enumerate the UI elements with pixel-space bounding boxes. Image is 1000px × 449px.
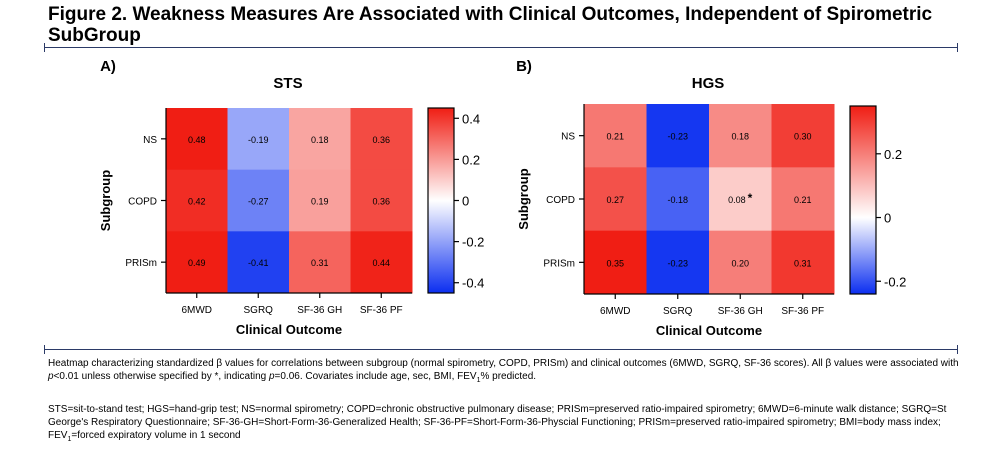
caption-text: =forced expiratory volume in 1 second [71, 430, 241, 441]
y-tick-label: COPD [128, 197, 157, 208]
y-tick-label: COPD [546, 195, 575, 206]
heatmap-cell [771, 230, 835, 295]
cell-value-label: 0.20 [731, 258, 749, 268]
cell-value-label: 0.49 [188, 258, 206, 268]
x-tick-label: SGRQ [663, 306, 693, 317]
cell-value-label: -0.27 [248, 197, 269, 207]
panel-label: A) [100, 58, 116, 75]
cell-value-label: -0.18 [667, 195, 688, 205]
heatmap-cell [166, 231, 228, 294]
heatmap-cell [350, 231, 413, 294]
cell-value-label: -0.41 [248, 258, 269, 268]
cell-value-label: 0.19 [311, 197, 329, 207]
caption-italic: p [48, 371, 54, 382]
y-tick-label: PRISm [543, 258, 575, 269]
chart-title: STS [273, 75, 302, 92]
cell-value-label: 0.27 [606, 195, 624, 205]
figure-title: Figure 2. Weakness Measures Are Associat… [48, 4, 933, 46]
colorbar-tick-label: 0.2 [884, 147, 902, 162]
colorbar-tick-label: -0.4 [462, 276, 484, 291]
x-tick-label: SF-36 GH [297, 305, 342, 316]
cell-value-label: 0.44 [372, 258, 390, 268]
x-axis-title: Clinical Outcome [236, 322, 342, 337]
chart-title: HGS [692, 75, 725, 92]
heatmap-cell [227, 108, 290, 171]
heatmap-cell [289, 108, 351, 171]
cell-value-label: 0.31 [311, 258, 329, 268]
heatmap-cell [584, 230, 647, 295]
heatmap-cell [227, 169, 290, 232]
cell-value-label: 0.36 [372, 135, 390, 145]
heatmap-cell [166, 108, 228, 171]
y-tick-label: PRISm [125, 258, 157, 269]
x-tick-label: SGRQ [244, 305, 274, 316]
heatmap-cell [646, 230, 710, 295]
heatmap-cell [709, 230, 772, 295]
cell-value-label: 0.30 [794, 132, 812, 142]
caption-text: Heatmap characterizing standardized β va… [48, 358, 959, 369]
y-axis-title: Subgroup [516, 168, 531, 229]
cell-value-label: 0.18 [731, 132, 749, 142]
cell-value-label: 0.21 [606, 132, 624, 142]
cell-value-label: 0.42 [188, 197, 206, 207]
heatmap-cell [350, 108, 413, 171]
caption-text: % predicted. [480, 371, 537, 382]
colorbar-tick-label: -0.2 [884, 274, 906, 289]
heatmap-cell [771, 167, 835, 232]
heatmap-cell [227, 231, 290, 294]
caption-abbreviations: STS=sit-to-stand test; HGS=hand-grip tes… [48, 403, 968, 443]
caption-italic: p [268, 371, 275, 382]
heatmap-cell [350, 169, 413, 232]
heatmap-cell [709, 167, 772, 232]
heatmap-cell [289, 169, 351, 232]
top-divider [44, 43, 958, 52]
heatmap-cell [584, 167, 647, 232]
x-tick-label: SF-36 PF [360, 305, 403, 316]
colorbar-tick-label: -0.2 [462, 235, 484, 250]
heatmap-cell [709, 104, 772, 168]
x-tick-label: SF-36 PF [781, 306, 824, 317]
colorbar-tick-label: 0 [462, 194, 469, 209]
caption-subscript: 1 [67, 436, 72, 443]
heatmap-cell [289, 231, 351, 294]
cell-value-label: 0.31 [794, 258, 812, 268]
x-axis-title: Clinical Outcome [656, 323, 762, 338]
significance-marker: * [748, 191, 753, 205]
cell-value-label: 0.18 [311, 135, 329, 145]
colorbar-tick-label: 0.4 [462, 111, 480, 126]
bottom-divider [44, 345, 958, 354]
x-tick-label: 6MWD [181, 305, 212, 316]
caption-subscript: 1 [476, 377, 481, 384]
colorbar [849, 105, 877, 295]
cell-value-label: 0.21 [794, 195, 812, 205]
cell-value-label: -0.19 [248, 135, 269, 145]
caption-text: <0.01 unless otherwise specified by *, i… [53, 371, 269, 382]
caption-text: STS=sit-to-stand test; HGS=hand-grip tes… [48, 404, 947, 441]
x-tick-label: 6MWD [600, 306, 631, 317]
cell-value-label: 0.36 [372, 197, 390, 207]
cell-value-label: -0.23 [667, 258, 688, 268]
caption-methods: Heatmap characterizing standardized β va… [48, 357, 968, 384]
colorbar-tick-label: 0.2 [462, 152, 480, 167]
cell-value-label: 0.35 [606, 258, 624, 268]
panel-label: B) [516, 58, 532, 75]
cell-value-label: -0.23 [667, 132, 688, 142]
heatmap-figure: A) STS 0.48 -0.19 0.18 0.36 0.42 -0.27 0.19 0.36 0… [98, 58, 906, 338]
y-tick-label: NS [561, 132, 575, 143]
x-tick-label: SF-36 GH [718, 306, 763, 317]
colorbar-tick-label: 0 [884, 211, 891, 226]
y-tick-label: NS [143, 135, 157, 146]
heatmap-cell [771, 104, 835, 168]
heatmap-cell [646, 104, 710, 168]
colorbar [427, 107, 455, 294]
heatmap-cell [166, 169, 228, 232]
cell-value-label: 0.48 [188, 135, 206, 145]
heatmap-cell [646, 167, 710, 232]
y-axis-title: Subgroup [98, 170, 113, 231]
caption-text: =0.06. Covariates include age, sec, BMI,… [274, 371, 477, 382]
heatmap-cell [584, 104, 647, 168]
